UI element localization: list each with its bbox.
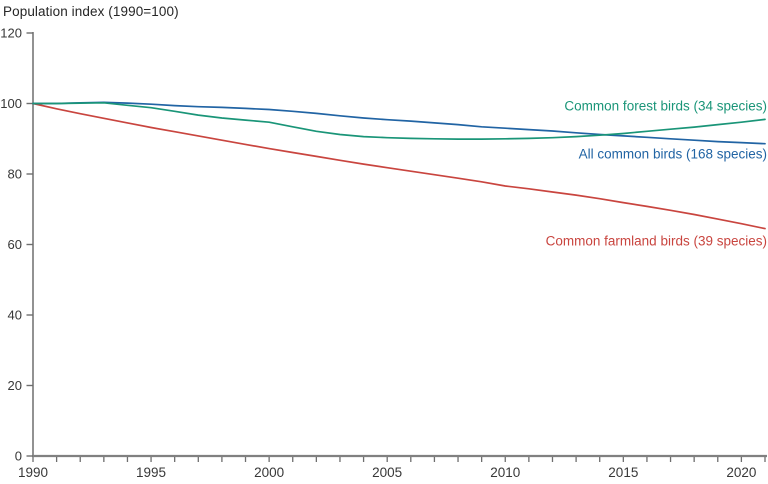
- chart-title: Population index (1990=100): [3, 4, 179, 19]
- y-axis-ticks: 0 20 40 60 80 100 120: [0, 26, 33, 464]
- x-tick-label: 1990: [18, 465, 48, 480]
- series-line-common-farmland-birds-39-species: [32, 102, 766, 230]
- y-tick-label: 0: [15, 449, 22, 464]
- series-line-all-common-birds-168-species: [32, 101, 766, 145]
- x-tick-label: 1995: [136, 465, 166, 480]
- y-tick-label: 20: [8, 378, 22, 393]
- x-tick-label: 2015: [608, 465, 638, 480]
- x-axis-ticks: 1990 1995 2000 2005 2010 2015 2020: [18, 457, 766, 480]
- series-labels: Common farmland birds (39 species) All co…: [546, 98, 767, 248]
- x-tick-label: 2005: [372, 465, 402, 480]
- y-tick-label: 60: [8, 237, 22, 252]
- x-tick-label: 2000: [254, 465, 284, 480]
- series-label-common-farmland-birds-39-species: Common farmland birds (39 species): [546, 234, 767, 249]
- y-tick-label: 80: [8, 167, 22, 182]
- series-label-all-common-birds-168-species: All common birds (168 species): [579, 147, 767, 162]
- series-line-common-forest-birds-34-species: [32, 101, 766, 140]
- plot-lines: [32, 101, 766, 230]
- y-tick-label: 40: [8, 308, 22, 323]
- y-tick-label: 100: [0, 96, 22, 111]
- series-label-common-forest-birds-34-species: Common forest birds (34 species): [564, 98, 767, 113]
- x-tick-label: 2010: [490, 465, 520, 480]
- y-tick-label: 120: [0, 26, 22, 41]
- x-tick-label: 2020: [726, 465, 756, 480]
